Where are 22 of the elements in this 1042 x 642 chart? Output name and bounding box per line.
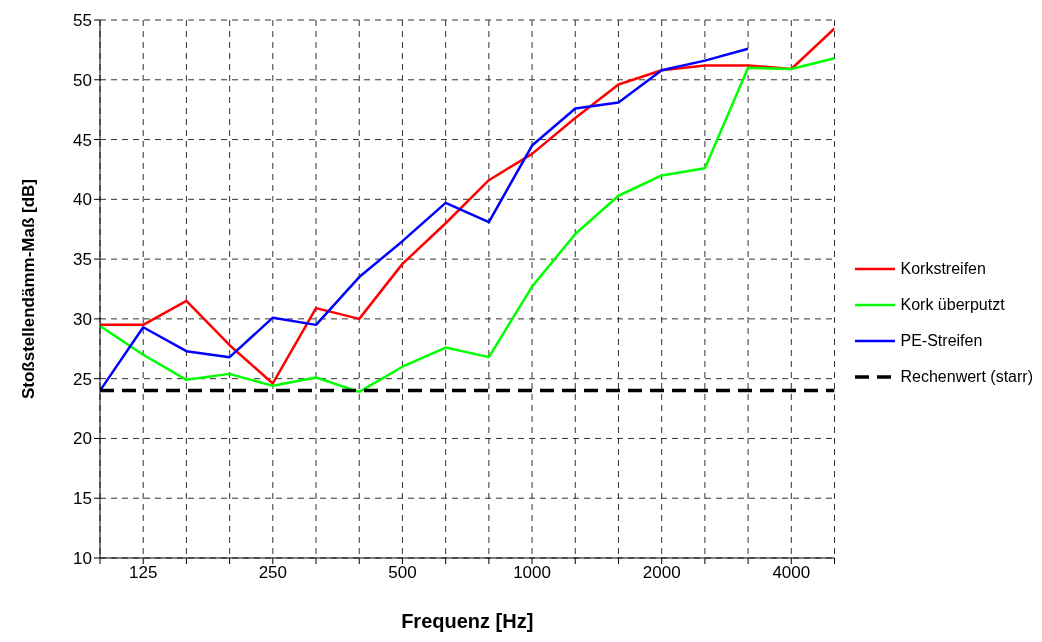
y-tick-label: 25 — [73, 369, 92, 389]
legend-label: PE-Streifen — [900, 332, 983, 350]
y-tick-label: 55 — [73, 11, 92, 31]
y-tick-label: 10 — [73, 549, 92, 569]
x-tick-label: 4000 — [772, 563, 811, 583]
x-tick-label: 1000 — [513, 563, 551, 583]
x-axis-title: Frequenz [Hz] — [401, 610, 534, 632]
legend-label: Rechenwert (starr) — [900, 368, 1033, 386]
x-tick-label: 250 — [258, 563, 288, 583]
y-tick-label: 45 — [73, 130, 92, 150]
x-tick-label: 125 — [129, 563, 158, 583]
y-axis-title: Stoßstellendämm-Maß [dB] — [19, 178, 39, 400]
x-tick-label: 2000 — [642, 563, 681, 583]
legend-label: Korkstreifen — [900, 260, 986, 278]
x-tick-label: 500 — [388, 563, 417, 583]
y-tick-label: 15 — [73, 489, 92, 509]
y-tick-label: 35 — [73, 250, 92, 270]
y-tick-label: 20 — [73, 429, 92, 449]
legend-label: Kork überputzt — [900, 296, 1005, 314]
y-tick-label: 50 — [73, 70, 92, 90]
y-tick-label: 40 — [73, 190, 92, 210]
y-tick-label: 30 — [73, 309, 92, 329]
